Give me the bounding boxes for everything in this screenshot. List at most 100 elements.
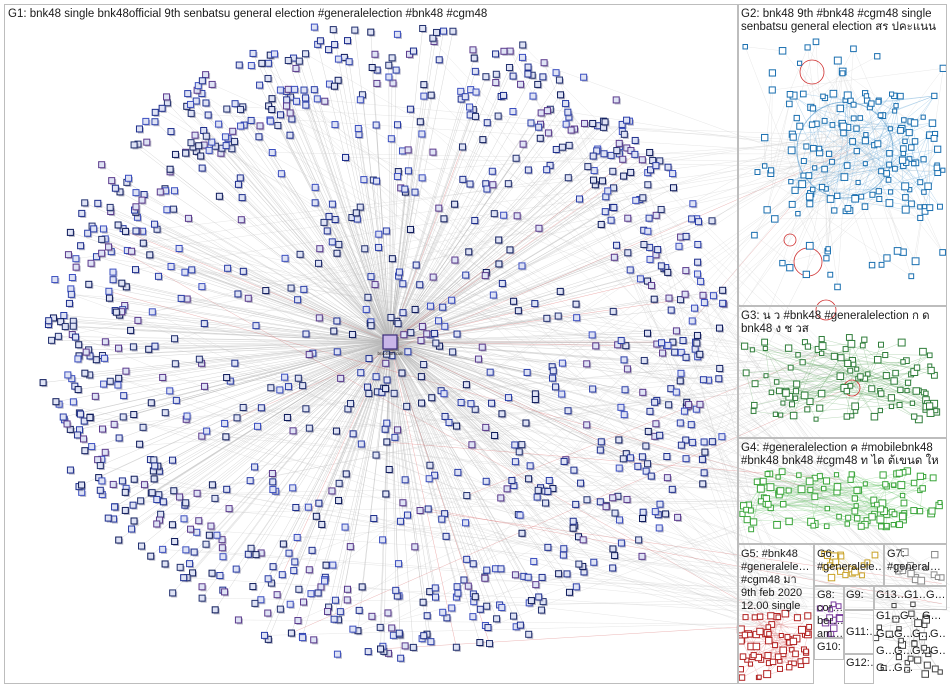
group-label-g3: G3: น ว #bnk48 #generalelection ก ด bnk4…: [741, 310, 930, 335]
edge: [110, 211, 845, 472]
edge: [70, 351, 844, 430]
edge: [862, 345, 908, 391]
group-label-g25: G…: [912, 645, 930, 657]
edge: [206, 136, 391, 343]
edge: [405, 479, 808, 608]
edge: [388, 65, 391, 343]
edge: [212, 84, 836, 360]
edge: [113, 279, 391, 343]
edge: [109, 297, 391, 343]
edge: [790, 363, 848, 368]
edge: [121, 282, 391, 343]
edge: [290, 96, 854, 149]
edge: [782, 251, 828, 264]
edge: [816, 416, 847, 420]
group-label-g16: G1…: [876, 610, 900, 622]
edge: [538, 490, 827, 598]
group-label-g5: G5: #bnk48 #generalele… #cgm48 มา 9th fe…: [741, 548, 810, 612]
edge: [752, 349, 847, 392]
edge: [532, 95, 928, 597]
edge: [389, 341, 481, 643]
edge: [775, 360, 853, 415]
edge: [454, 204, 861, 381]
edge: [75, 154, 857, 259]
edge: [43, 341, 391, 383]
edge: [685, 270, 919, 588]
edge: [297, 375, 854, 621]
edge: [811, 503, 874, 523]
edge: [158, 341, 391, 495]
group-label-g4: G4: #generalelection ค #mobilebnk48 #bnk…: [741, 442, 939, 467]
edge: [73, 321, 391, 343]
edge: [389, 340, 622, 343]
edge: [336, 253, 391, 343]
group-label-g14: G1…: [904, 589, 926, 601]
edge: [305, 53, 855, 376]
edge: [187, 93, 391, 343]
group-label-g21: G…: [912, 628, 930, 640]
edge: [486, 595, 899, 607]
edge: [463, 159, 818, 581]
group-label-g11: G11:…: [846, 626, 874, 638]
edge: [828, 163, 914, 249]
edge: [827, 71, 843, 252]
group-label-g10: G10: #ge…: [817, 641, 843, 655]
edge: [862, 345, 881, 411]
edge: [345, 157, 830, 168]
edge: [386, 230, 391, 343]
group-label-g20: G…: [894, 628, 912, 640]
edge: [389, 32, 437, 343]
edge: [73, 326, 858, 505]
edge: [261, 407, 788, 601]
group-label-g7: G7: #general…: [887, 548, 941, 573]
group-label-g23: G…: [876, 645, 894, 657]
edge: [149, 254, 829, 357]
edge: [389, 112, 569, 343]
edge: [118, 224, 391, 343]
edge: [766, 103, 790, 210]
edge: [96, 256, 391, 343]
edge: [891, 397, 926, 411]
edge: [389, 217, 650, 343]
edge: [363, 179, 772, 633]
group-label-g18: G…: [922, 610, 942, 622]
group-label-g9: G9: ห…: [846, 589, 864, 603]
edge: [441, 518, 781, 605]
edge: [389, 121, 606, 343]
edge: [426, 333, 810, 630]
edge: [317, 44, 391, 343]
edge: [389, 96, 466, 343]
edge: [133, 144, 391, 343]
edge: [97, 203, 795, 618]
edge: [336, 341, 391, 432]
edge: [770, 89, 773, 171]
group-label-g8: G8: cor… ber… am…: [817, 589, 843, 640]
edge: [224, 149, 852, 424]
edge: [185, 153, 391, 343]
edge: [754, 48, 854, 236]
edge: [799, 63, 873, 266]
edge: [255, 341, 391, 555]
edge: [772, 68, 944, 91]
edge: [123, 416, 782, 628]
edge: [618, 162, 840, 441]
edge: [754, 235, 807, 275]
edge: [809, 68, 944, 246]
edge: [175, 341, 391, 364]
edge: [764, 165, 921, 219]
edge: [789, 95, 867, 268]
edge: [389, 303, 723, 343]
edge: [164, 341, 391, 565]
edge: [333, 29, 391, 343]
edge: [806, 73, 843, 275]
edge: [302, 341, 391, 386]
group-label-g1: G1: bnk48 single bnk48official 9th senba…: [8, 8, 488, 20]
edge: [389, 341, 643, 519]
edge: [782, 50, 921, 219]
edge: [226, 108, 391, 343]
edge: [774, 217, 921, 220]
edge: [389, 341, 550, 481]
edge: [832, 124, 873, 195]
edge: [305, 333, 766, 616]
edge: [174, 341, 391, 542]
